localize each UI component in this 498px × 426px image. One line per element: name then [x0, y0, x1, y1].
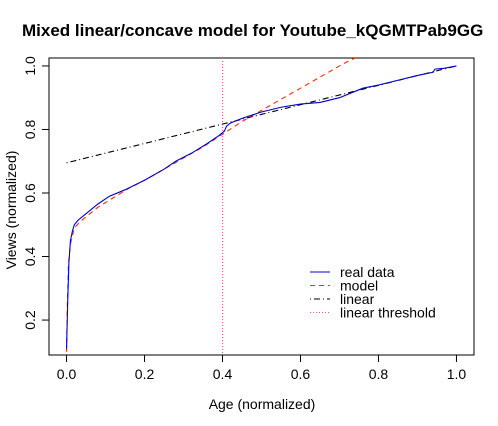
legend-label: real data	[340, 264, 395, 280]
chart-title: Mixed linear/concave model for Youtube_k…	[22, 21, 483, 40]
legend-label: linear	[340, 291, 375, 307]
series-layer	[66, 58, 457, 355]
plot-area-frame	[48, 57, 475, 356]
y-tick-label: 0.8	[22, 120, 38, 140]
y-axis-label: Views (normalized)	[3, 151, 19, 270]
legend-label: linear threshold	[340, 305, 436, 321]
x-tick-label: 0.4	[213, 366, 233, 382]
y-tick-label: 1.0	[22, 56, 38, 76]
y-tick-label: 0.6	[22, 183, 38, 203]
legend-label: model	[340, 278, 378, 294]
series-line-model	[66, 58, 357, 352]
x-tick-label: 0.6	[291, 366, 311, 382]
x-tick-label: 1.0	[447, 366, 467, 382]
y-tick-label: 0.2	[22, 310, 38, 330]
x-tick-label: 0.0	[57, 366, 77, 382]
x-tick-label: 0.8	[369, 366, 389, 382]
x-tick-label: 0.2	[135, 366, 155, 382]
x-axis: 0.0 0.2 0.4 0.6 0.8 1.0	[57, 355, 467, 382]
y-axis: 0.2 0.4 0.6 0.8 1.0	[22, 56, 49, 330]
series-line-real-data	[66, 65, 457, 349]
y-tick-label: 0.4	[22, 247, 38, 267]
x-axis-label: Age (normalized)	[209, 396, 316, 412]
